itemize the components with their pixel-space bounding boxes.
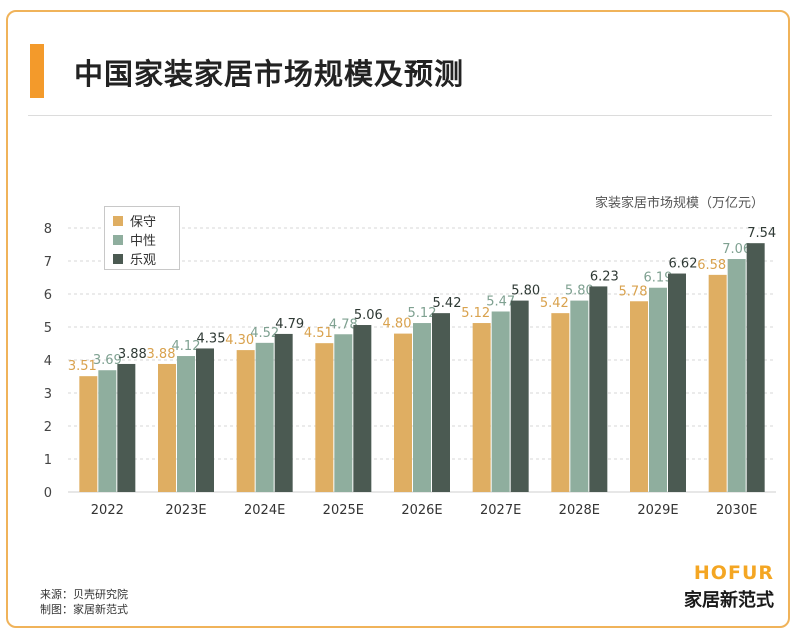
y-tick-label: 5 <box>44 321 52 336</box>
legend-label-conservative: 保守 <box>130 215 157 230</box>
bar <box>570 300 589 492</box>
bar <box>491 311 510 492</box>
data-label: 3.69 <box>93 353 122 368</box>
x-tick-label: 2030E <box>716 503 757 518</box>
data-label: 5.47 <box>486 294 515 309</box>
data-label: 4.12 <box>172 339 201 354</box>
source-note: 来源：贝壳研究院 <box>40 588 128 601</box>
bar <box>79 376 98 492</box>
y-tick-label: 2 <box>44 420 52 435</box>
bar <box>177 356 195 492</box>
y-tick-label: 1 <box>44 453 52 468</box>
unit-label: 家装家居市场规模（万亿元） <box>594 196 764 211</box>
maker-note: 制图：家居新范式 <box>40 603 128 616</box>
x-tick-label: 2022 <box>91 503 124 518</box>
title-accent-bar <box>30 44 44 98</box>
bar <box>353 325 372 492</box>
y-tick-label: 0 <box>44 486 52 501</box>
x-tick-label: 2029E <box>637 503 678 518</box>
bar <box>746 243 765 492</box>
y-tick-label: 7 <box>44 255 52 270</box>
legend-swatch-conservative <box>113 215 123 226</box>
bar <box>315 343 334 492</box>
x-tick-label: 2024E <box>244 503 285 518</box>
data-label: 4.52 <box>250 326 279 341</box>
legend-swatch-neutral <box>113 234 123 245</box>
data-label: 5.78 <box>619 284 648 299</box>
bar <box>649 287 667 492</box>
bar <box>551 313 570 492</box>
legend-item-optimistic: 乐观 <box>113 249 156 268</box>
legend-swatch-optimistic <box>113 253 123 264</box>
data-label: 6.58 <box>697 258 726 273</box>
data-label: 6.19 <box>644 271 673 286</box>
x-tick-label: 2026E <box>401 503 442 518</box>
brand-logo-text: HOFUR <box>693 562 774 584</box>
bar <box>472 323 491 492</box>
data-label: 5.12 <box>408 306 437 321</box>
bar <box>432 313 450 492</box>
data-label: 7.54 <box>747 226 776 241</box>
data-label: 4.79 <box>275 317 304 332</box>
legend-label-optimistic: 乐观 <box>130 253 157 268</box>
data-label: 5.42 <box>433 296 462 311</box>
bar <box>334 334 353 492</box>
x-tick-label: 2027E <box>480 503 521 518</box>
bar <box>98 370 117 492</box>
data-label: 5.06 <box>354 308 383 323</box>
bar <box>589 286 608 492</box>
bar <box>413 323 431 492</box>
bar <box>274 333 293 492</box>
data-label: 3.88 <box>118 347 147 362</box>
legend-item-neutral: 中性 <box>113 230 156 249</box>
data-label: 5.80 <box>511 284 540 299</box>
bar <box>255 342 274 492</box>
y-tick-label: 6 <box>44 288 52 303</box>
data-label: 4.30 <box>225 333 254 348</box>
bar <box>630 301 648 492</box>
y-tick-label: 4 <box>44 354 52 369</box>
legend: 保守 中性 乐观 <box>104 206 180 270</box>
data-label: 4.78 <box>329 317 358 332</box>
data-label: 4.35 <box>197 331 226 346</box>
legend-label-neutral: 中性 <box>130 234 157 249</box>
title-divider <box>28 115 772 116</box>
data-label: 6.62 <box>669 257 698 272</box>
data-label: 4.80 <box>383 317 412 332</box>
bar <box>510 300 529 492</box>
data-label: 6.23 <box>590 269 619 284</box>
bar <box>394 333 412 492</box>
data-label: 5.42 <box>540 296 569 311</box>
data-label: 3.88 <box>147 347 176 362</box>
data-label: 4.51 <box>304 326 333 341</box>
y-tick-label: 8 <box>44 222 52 237</box>
bar <box>727 259 746 492</box>
bar <box>196 348 214 492</box>
data-label: 3.51 <box>68 359 97 374</box>
brand-logo-subtext: 家居新范式 <box>684 590 774 611</box>
x-tick-label: 2025E <box>323 503 364 518</box>
data-label: 7.06 <box>722 242 751 257</box>
data-label: 5.12 <box>461 306 490 321</box>
bar <box>236 350 255 492</box>
x-tick-label: 2023E <box>165 503 206 518</box>
bar <box>668 273 686 492</box>
bar <box>708 274 727 492</box>
bar <box>117 363 136 492</box>
x-tick-label: 2028E <box>559 503 600 518</box>
bar <box>158 363 176 492</box>
y-tick-label: 3 <box>44 387 52 402</box>
page-title: 中国家装家居市场规模及预测 <box>74 57 465 91</box>
data-label: 5.80 <box>565 284 594 299</box>
legend-item-conservative: 保守 <box>113 211 156 230</box>
